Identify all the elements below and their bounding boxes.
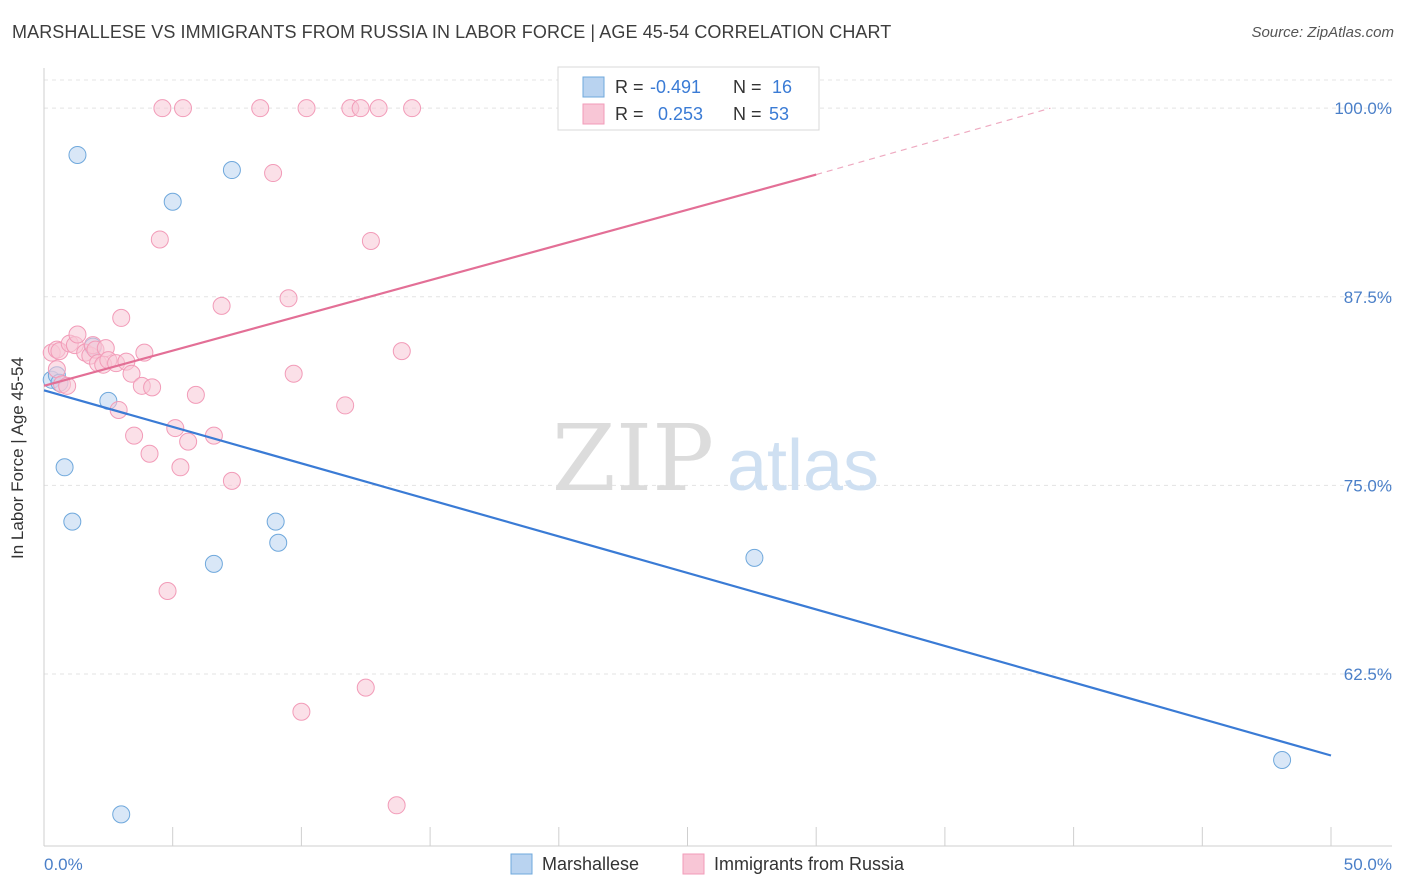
- y-tick-label: 75.0%: [1344, 476, 1392, 495]
- series-legend: Marshallese Immigrants from Russia: [510, 853, 905, 875]
- russia-point: [297, 99, 316, 118]
- russia-point: [222, 471, 241, 490]
- x-tick-labels: 0.0% 50.0%: [44, 855, 1392, 874]
- legend-swatch-russia: [582, 103, 605, 125]
- y-tick-labels: 100.0% 87.5% 75.0% 62.5%: [1334, 99, 1392, 684]
- legend-n-value-2: 53: [769, 104, 789, 124]
- marshallese-point: [269, 533, 288, 552]
- correlation-legend: R = -0.491 N = 16 R = 0.253 N = 53: [557, 66, 820, 131]
- russia-point: [351, 99, 370, 118]
- russia-point: [361, 231, 380, 250]
- russia-point: [392, 342, 411, 361]
- russia-point: [112, 308, 131, 327]
- russia-point: [264, 164, 283, 183]
- russia-point: [150, 230, 169, 249]
- legend-r-value-1: -0.491: [650, 77, 701, 97]
- russia-point: [47, 360, 66, 379]
- legend-n-label-1: N =: [733, 77, 762, 97]
- axis-layer: [43, 68, 1392, 847]
- marshallese-point: [68, 145, 87, 164]
- legend-r-label-2: R =: [615, 104, 644, 124]
- marshallese-point: [266, 512, 285, 531]
- russia-trend-line: [43, 173, 817, 387]
- marshallese-point: [222, 161, 241, 180]
- russia-point: [143, 378, 162, 397]
- watermark-zip: ZIP: [552, 405, 714, 512]
- watermark: ZIP atlas: [552, 405, 879, 512]
- watermark-atlas: atlas: [727, 426, 879, 506]
- russia-point: [153, 99, 172, 118]
- bottom-legend-label-marshallese: Marshallese: [542, 854, 639, 874]
- russia-point: [336, 396, 355, 415]
- marshallese-point: [55, 458, 74, 477]
- russia-point: [173, 99, 192, 118]
- y-tick-label: 62.5%: [1344, 665, 1392, 684]
- russia-point: [387, 796, 406, 815]
- x-tick-label-max: 50.0%: [1344, 855, 1392, 874]
- russia-point: [68, 325, 87, 344]
- marshallese-point: [745, 548, 764, 567]
- chart-title: MARSHALLESE VS IMMIGRANTS FROM RUSSIA IN…: [12, 22, 892, 42]
- russia-point: [204, 426, 223, 445]
- y-tick-label: 100.0%: [1334, 99, 1392, 118]
- marshallese-point: [163, 192, 182, 211]
- legend-n-value-1: 16: [772, 77, 792, 97]
- legend-n-label-2: N =: [733, 104, 762, 124]
- russia-point: [369, 99, 388, 118]
- legend-r-value-2: 0.253: [658, 104, 703, 124]
- russia-point: [251, 99, 270, 118]
- marshallese-point: [112, 805, 131, 824]
- marshallese-point: [1273, 751, 1292, 770]
- marshallese-point: [204, 554, 223, 573]
- russia-point: [292, 702, 311, 721]
- bottom-legend-swatch-marshallese: [510, 853, 533, 875]
- russia-point: [171, 458, 190, 477]
- russia-point: [403, 99, 422, 118]
- points-layer: [42, 99, 1292, 824]
- bottom-legend-label-russia: Immigrants from Russia: [714, 854, 905, 874]
- russia-point: [140, 444, 159, 463]
- russia-trend-extension: [816, 107, 1051, 176]
- russia-point: [356, 678, 375, 697]
- russia-point: [279, 289, 298, 308]
- bottom-legend-swatch-russia: [682, 853, 705, 875]
- marshallese-point: [63, 512, 82, 531]
- legend-swatch-marshallese: [582, 76, 605, 98]
- marshallese-trend-line: [43, 389, 1332, 757]
- x-tick-label-min: 0.0%: [44, 855, 83, 874]
- russia-point: [284, 364, 303, 383]
- russia-point: [179, 432, 198, 451]
- legend-r-label-1: R =: [615, 77, 644, 97]
- russia-point: [122, 364, 141, 383]
- grid-layer: [44, 79, 1392, 675]
- russia-point: [158, 582, 177, 601]
- russia-point: [186, 385, 205, 404]
- y-tick-label: 87.5%: [1344, 288, 1392, 307]
- source-label: Source: ZipAtlas.com: [1251, 24, 1394, 41]
- russia-point: [125, 426, 144, 445]
- russia-point: [212, 296, 231, 315]
- trend-layer: [43, 107, 1332, 757]
